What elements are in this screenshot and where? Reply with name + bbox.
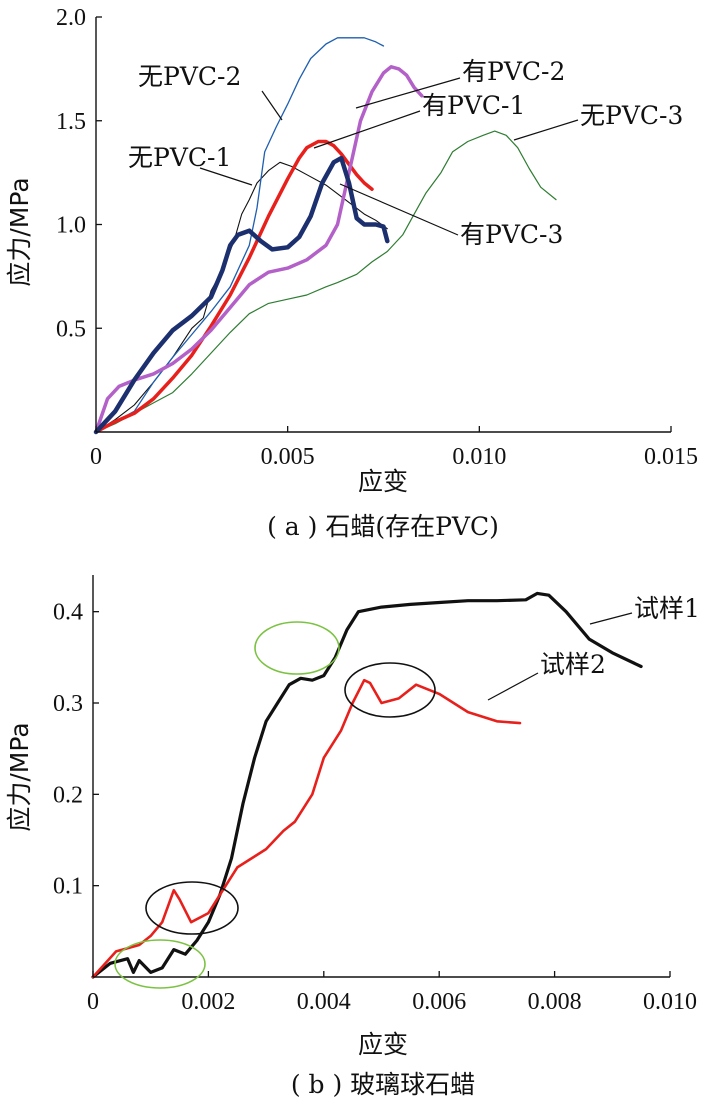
leader-youpvc2	[355, 77, 461, 109]
chart-a-series-line-1	[95, 37, 385, 433]
chart-b-ytick-label-0: 0.1	[53, 874, 83, 900]
leader-youpvc3	[339, 183, 459, 236]
chart-b-ylabel: 应力/MPa	[5, 722, 34, 831]
chart-b-ticks: 0 0.002 0.004 0.006 0.008 0.010 0.1 0.2 0.3 0.4	[53, 600, 697, 1015]
leader-wupvc3	[513, 119, 579, 141]
chart-b-caption: ( b ) 玻璃球石蜡	[291, 1070, 475, 1099]
chart-a-xtick-label-1: 0.005	[261, 444, 315, 470]
chart-b-xtick-label-0: 0	[87, 989, 99, 1015]
chart-a-series	[93, 37, 557, 435]
black-ellipse-upper	[344, 662, 436, 718]
chart-b-xtick-label-1: 0.002	[181, 989, 235, 1015]
chart-b: 0 0.002 0.004 0.006 0.008 0.010 0.1 0.2 0.3 0.4 试…	[5, 575, 700, 1099]
chart-b-series-line-0	[91, 591, 643, 979]
chart-b-ytick-label-3: 0.4	[53, 600, 83, 626]
leader-sample1	[589, 612, 633, 625]
chart-b-leaders	[487, 612, 633, 701]
chart-a-xtick-label-2: 0.010	[452, 444, 506, 470]
annotation-wupvc1: 无PVC-1	[128, 143, 231, 172]
chart-a-series-line-3	[94, 139, 374, 434]
leader-wupvc2	[261, 90, 283, 121]
chart-b-xlabel: 应变	[358, 1030, 408, 1059]
chart-a-xtick-label-3: 0.015	[644, 444, 698, 470]
chart-a-series-line-5	[93, 155, 390, 435]
chart-a: 0 0.005 0.010 0.015 0.5 1.0 1.5 2.0 无PVC-2 有PVC…	[5, 5, 698, 541]
chart-a-ytick-label-3: 2.0	[56, 5, 86, 31]
chart-a-series-line-4	[94, 65, 424, 434]
annotation-wupvc2: 无PVC-2	[138, 62, 241, 91]
leader-wupvc1	[199, 167, 253, 186]
chart-a-caption: ( a ) 石蜡(存在PVC)	[267, 512, 499, 541]
chart-a-ticks: 0 0.005 0.010 0.015 0.5 1.0 1.5 2.0	[56, 5, 698, 470]
green-ellipse-lower	[114, 939, 206, 989]
chart-b-xtick-label-3: 0.006	[412, 989, 466, 1015]
chart-a-ytick-label-2: 1.5	[56, 109, 86, 135]
chart-a-xlabel: 应变	[358, 467, 408, 496]
chart-a-ytick-label-0: 0.5	[56, 316, 86, 342]
annotation-sample1: 试样1	[634, 594, 700, 623]
chart-b-series-line-1	[91, 678, 522, 979]
leader-sample2	[487, 672, 539, 701]
annotation-youpvc2: 有PVC-2	[462, 57, 565, 86]
chart-a-xtick-label-0: 0	[90, 444, 102, 470]
chart-a-ytick-label-1: 1.0	[56, 213, 86, 239]
chart-b-ytick-label-2: 0.3	[53, 691, 83, 717]
chart-b-series	[91, 591, 643, 979]
chart-b-xtick-label-5: 0.010	[643, 989, 697, 1015]
black-ellipse-lower	[145, 881, 239, 935]
green-ellipse-upper	[254, 621, 340, 675]
chart-b-xtick-label-2: 0.004	[297, 989, 351, 1015]
chart-a-series-line-2	[95, 130, 557, 433]
leader-youpvc1	[313, 110, 421, 149]
chart-a-ylabel: 应力/MPa	[5, 177, 34, 286]
annotation-youpvc1: 有PVC-1	[422, 91, 525, 120]
annotation-youpvc3: 有PVC-3	[460, 220, 563, 249]
chart-b-ytick-label-1: 0.2	[53, 782, 83, 808]
annotation-wupvc3: 无PVC-3	[580, 101, 683, 130]
chart-a-leaders	[199, 77, 579, 236]
annotation-sample2: 试样2	[540, 650, 606, 679]
chart-b-xtick-label-4: 0.008	[528, 989, 582, 1015]
